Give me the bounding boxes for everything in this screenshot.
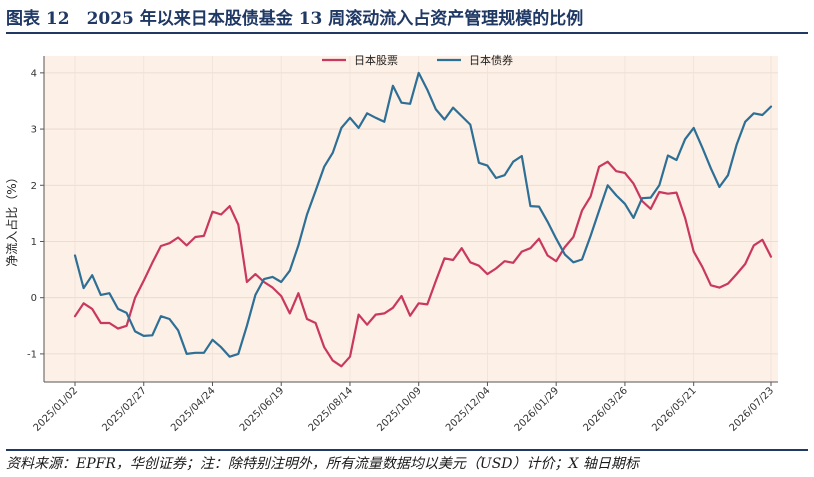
legend: 日本股票 日本债券	[322, 53, 513, 67]
x-tick-label: 2025/06/19	[238, 385, 287, 434]
x-tick-label: 2026/07/23	[728, 385, 777, 434]
y-axis-label: 净流入占比（%）	[4, 171, 19, 266]
x-tick-label: 2026/05/21	[650, 385, 699, 434]
y-tick-label: 1	[31, 237, 37, 248]
x-tick-label: 2025/02/27	[100, 385, 149, 434]
grid	[44, 56, 778, 382]
series-line-japan-equity	[73, 160, 773, 368]
x-tick-label: 2026/03/26	[582, 385, 631, 434]
x-tick-label: 2025/12/04	[444, 385, 493, 434]
series-line-japan-bond	[73, 71, 773, 358]
series-group	[73, 71, 773, 368]
y-tick-label: 4	[31, 68, 37, 79]
legend-label: 日本债券	[469, 53, 513, 67]
x-tick-label: 2025/01/02	[32, 385, 81, 434]
title-rule	[6, 32, 808, 34]
line-chart: -1 0 1 2 3 4 2025/01/02 2025/02/27 2025/04/24 202…	[4, 53, 778, 434]
source-note: 资料来源：EPFR，华创证券；注：除特别注明外，所有流量数据均以美元（USD）计…	[6, 456, 639, 472]
legend-label: 日本股票	[354, 53, 398, 67]
source-rule	[6, 449, 808, 451]
x-tick-label: 2025/04/24	[169, 385, 218, 434]
y-tick-label: 2	[31, 181, 37, 192]
x-tick-label: 2025/08/14	[307, 385, 356, 434]
y-tick-label: 3	[31, 125, 37, 136]
x-tick-label: 2026/01/29	[513, 385, 562, 434]
y-tick-label: -1	[27, 349, 37, 360]
plot-area	[44, 56, 778, 382]
y-tick-label: 0	[31, 293, 37, 304]
figure-title: 图表 12 2025 年以来日本股债基金 13 周滚动流入占资产管理规模的比例	[6, 9, 584, 29]
x-tick-label: 2025/10/09	[375, 385, 424, 434]
